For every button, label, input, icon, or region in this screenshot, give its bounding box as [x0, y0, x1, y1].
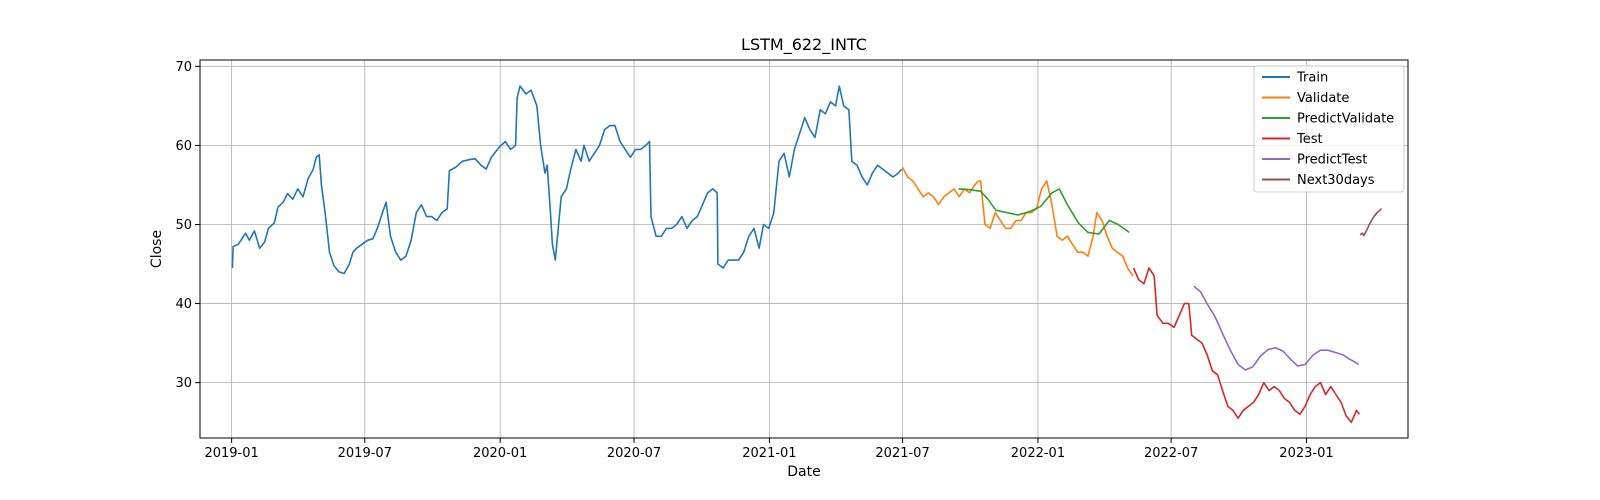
x-tick-label: 2020-01 [473, 446, 527, 461]
plot-area-frame [199, 59, 1409, 439]
legend-label-validate: Validate [1297, 91, 1349, 106]
legend: Train Validate PredictValidate Test PredictT… [1253, 65, 1405, 193]
legend-label-predicttest: PredictTest [1297, 153, 1367, 168]
x-tick-label: 2022-01 [1011, 446, 1065, 461]
legend-label-predictvalidate: PredictValidate [1297, 112, 1394, 127]
x-axis-label: Date [787, 464, 820, 480]
series-line-predicttest [1193, 285, 1360, 371]
series-line-predictvalidate [958, 188, 1130, 235]
axis-ticks: 2019-01 2019-07 2020-01 2020-07 2021-01 2021-… [175, 60, 1333, 461]
chart-title: LSTM_622_INTC [741, 35, 867, 55]
y-tick-label: 60 [175, 139, 192, 154]
y-axis-label: Close [149, 230, 165, 268]
y-tick-label: 40 [175, 297, 192, 312]
x-tick-label: 2020-07 [607, 446, 661, 461]
legend-label-train: Train [1296, 71, 1328, 86]
x-tick-label: 2021-07 [875, 446, 929, 461]
series-lines [231, 85, 1383, 424]
series-line-test [1132, 267, 1361, 424]
x-tick-label: 2022-07 [1144, 446, 1198, 461]
x-tick-label: 2019-01 [204, 446, 258, 461]
x-tick-label: 2019-07 [338, 446, 392, 461]
series-line-train [231, 85, 903, 275]
legend-box [1253, 65, 1405, 193]
legend-label-test: Test [1296, 132, 1323, 147]
legend-label-next30days: Next30days [1297, 173, 1375, 188]
x-tick-label: 2023-01 [1279, 446, 1333, 461]
x-tick-label: 2021-01 [742, 446, 796, 461]
y-tick-label: 70 [175, 60, 192, 75]
series-line-validate [901, 167, 1134, 277]
series-line-next30days [1359, 208, 1383, 237]
y-tick-label: 50 [175, 218, 192, 233]
y-tick-label: 30 [175, 376, 192, 391]
